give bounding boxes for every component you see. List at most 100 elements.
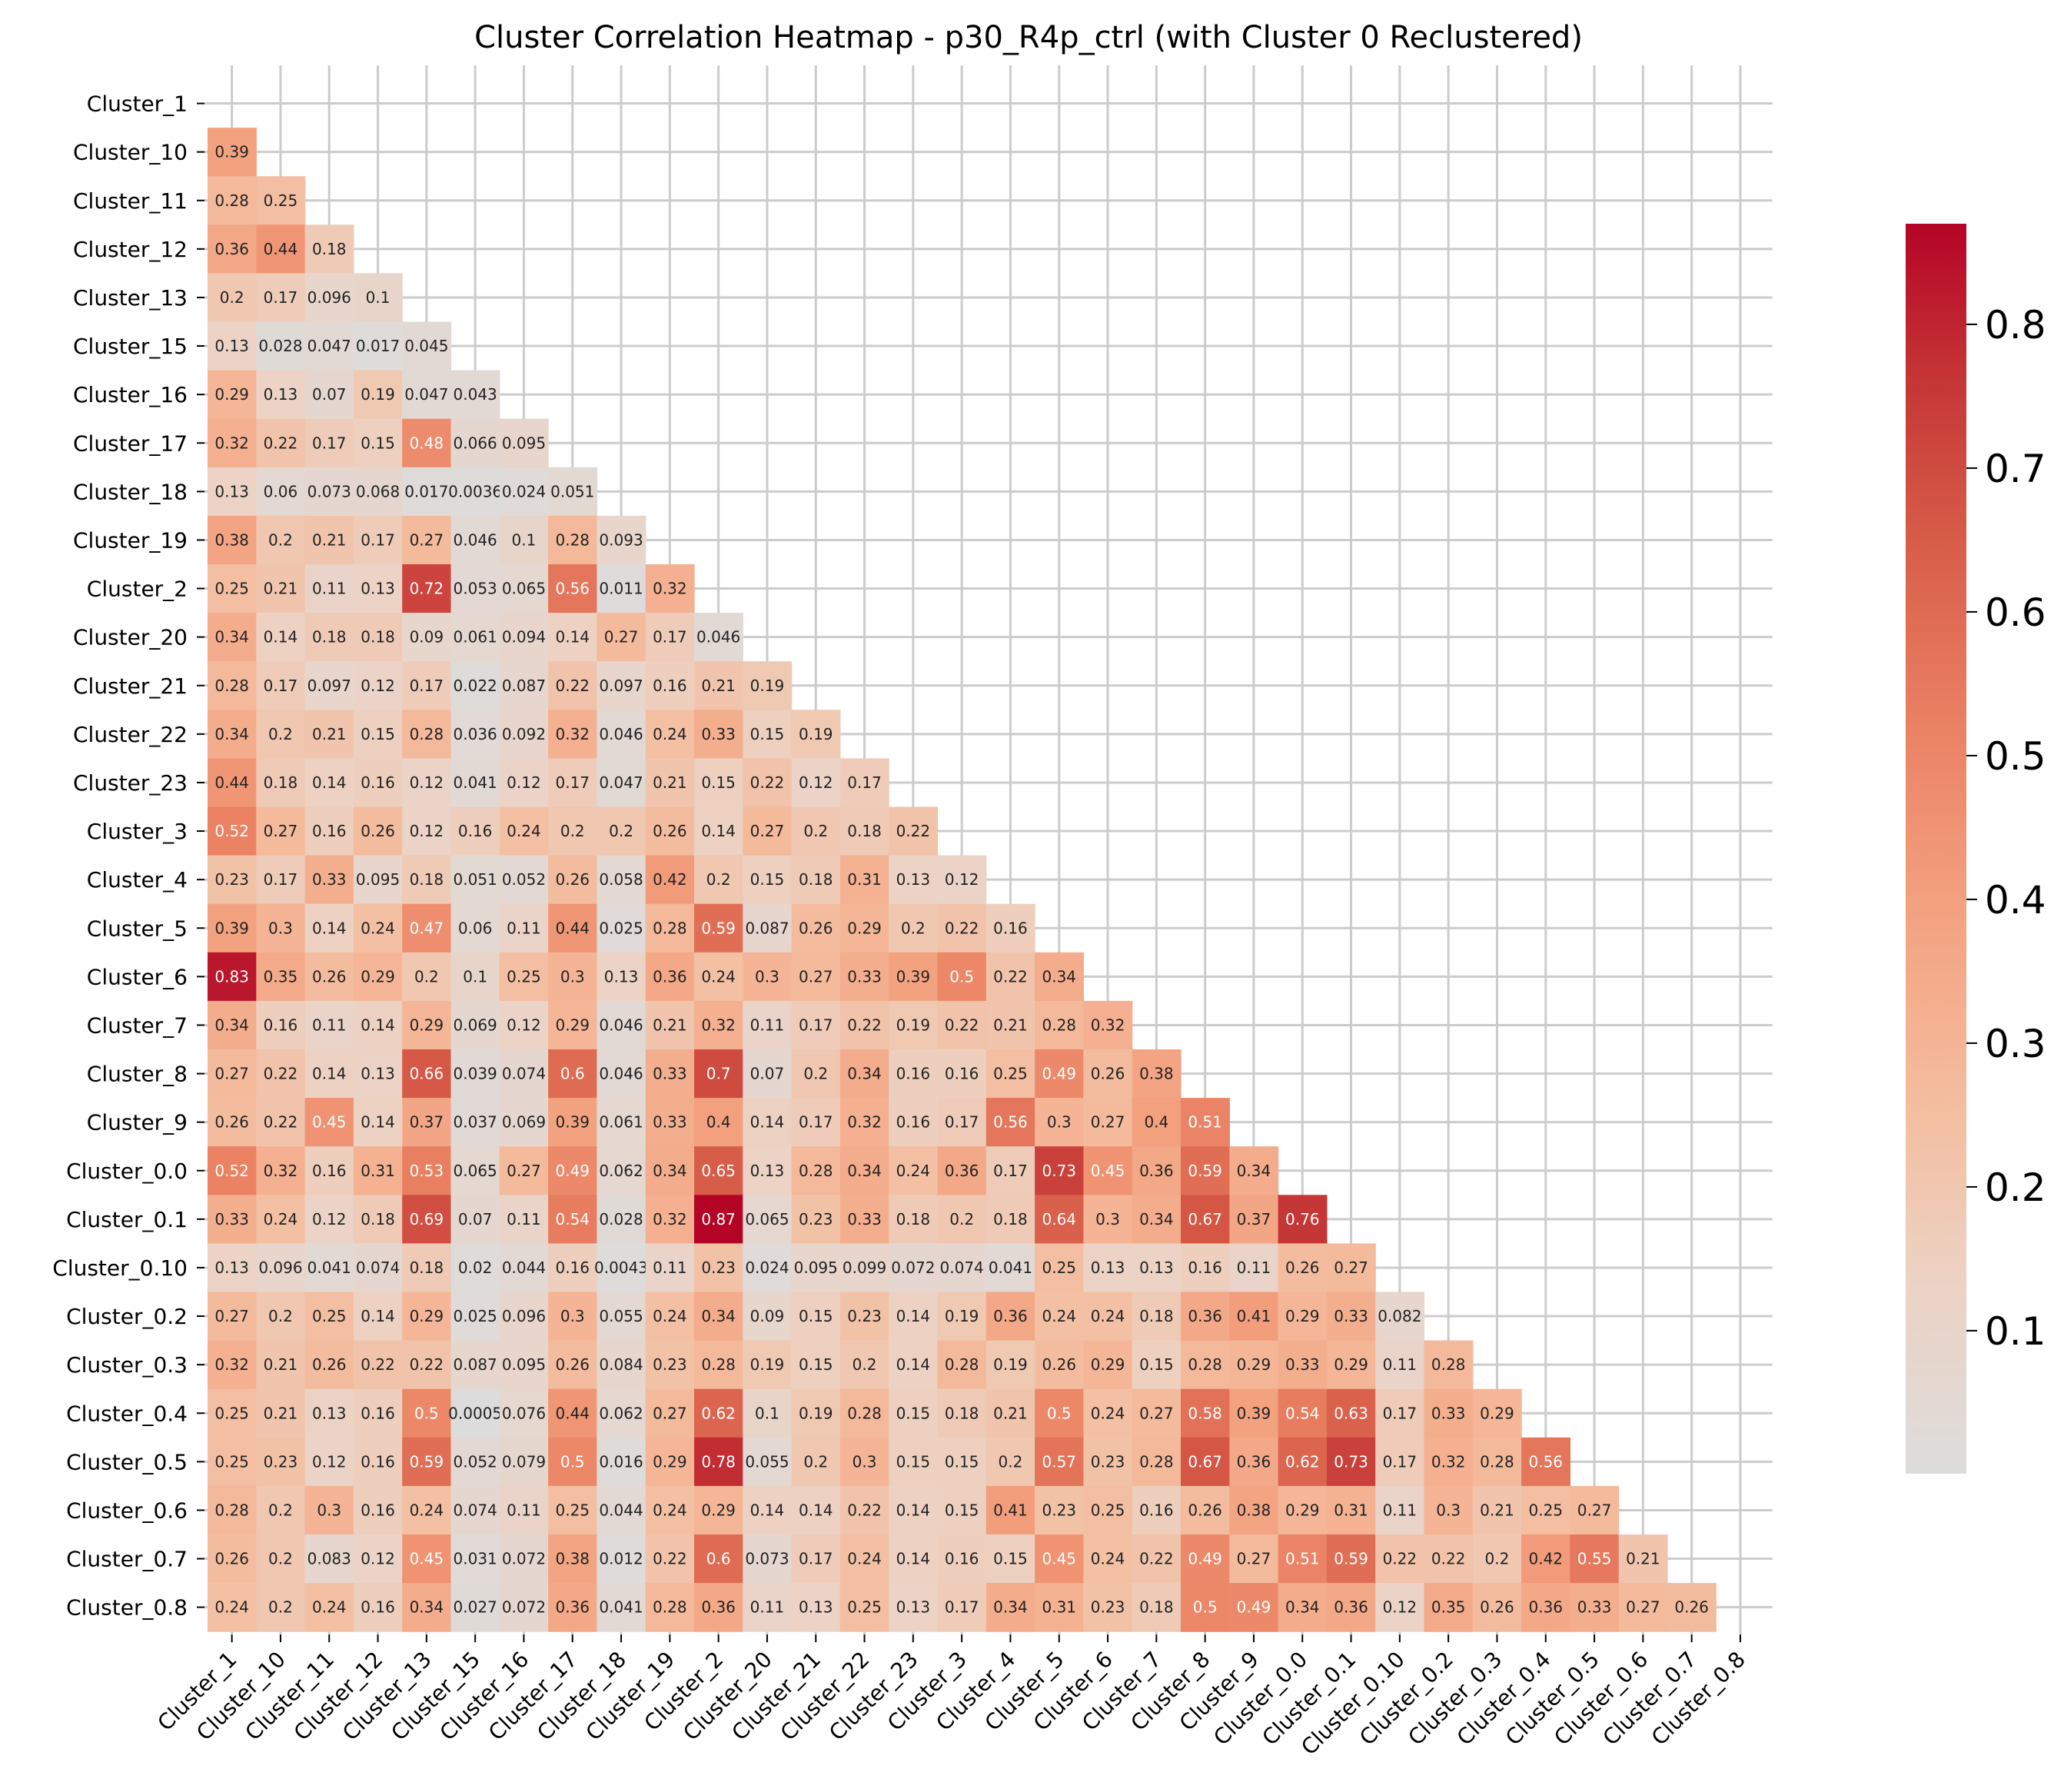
heatmap-cell bbox=[353, 952, 403, 1002]
cell-value-label: 0.21 bbox=[312, 725, 347, 743]
cell-value-label: 0.29 bbox=[410, 1016, 444, 1034]
cell-value-label: 0.26 bbox=[1091, 1065, 1125, 1083]
heatmap-cell bbox=[1326, 1243, 1376, 1293]
cell-value-label: 0.49 bbox=[1237, 1598, 1271, 1617]
heatmap-cell bbox=[304, 661, 354, 710]
cell-value-label: 0.22 bbox=[264, 1065, 298, 1083]
heatmap-cell bbox=[450, 467, 500, 517]
cell-value-label: 0.062 bbox=[599, 1404, 643, 1422]
heatmap-cell bbox=[499, 467, 549, 517]
heatmap-cell bbox=[791, 1534, 841, 1584]
heatmap-cell bbox=[694, 1146, 743, 1195]
cell-value-label: 0.29 bbox=[555, 1016, 590, 1034]
cell-value-label: 0.49 bbox=[555, 1162, 590, 1180]
cell-value-label: 0.18 bbox=[799, 870, 833, 889]
heatmap-cell bbox=[839, 1195, 889, 1244]
heatmap-cell bbox=[256, 710, 306, 759]
cell-value-label: 0.13 bbox=[896, 1598, 931, 1617]
heatmap-cell bbox=[450, 1049, 500, 1099]
cell-value-label: 0.34 bbox=[214, 1016, 249, 1034]
heatmap-cell bbox=[450, 1340, 500, 1390]
heatmap-cell bbox=[402, 855, 452, 905]
heatmap-cell bbox=[402, 1195, 452, 1244]
cell-value-label: 0.092 bbox=[502, 725, 546, 743]
heatmap-cell bbox=[208, 515, 257, 565]
cell-value-label: 0.27 bbox=[1237, 1550, 1271, 1568]
heatmap-cell bbox=[208, 710, 257, 759]
heatmap-cell bbox=[548, 1534, 597, 1584]
cell-value-label: 0.34 bbox=[1285, 1598, 1320, 1617]
heatmap-cell bbox=[791, 1195, 841, 1244]
cell-value-label: 0.22 bbox=[993, 967, 1028, 986]
heatmap-cell bbox=[889, 1583, 939, 1632]
heatmap-cell bbox=[1035, 1534, 1084, 1584]
y-tick-label: Cluster_19 bbox=[73, 527, 188, 553]
heatmap-cell bbox=[597, 1000, 646, 1050]
heatmap-cell bbox=[889, 1292, 939, 1342]
cell-value-label: 0.15 bbox=[701, 773, 736, 792]
cell-value-label: 0.12 bbox=[410, 822, 444, 840]
heatmap-cell bbox=[402, 564, 452, 613]
cell-value-label: 0.21 bbox=[312, 530, 347, 549]
cell-value-label: 0.17 bbox=[264, 677, 298, 695]
heatmap-cell bbox=[937, 1437, 987, 1487]
heatmap-cell bbox=[402, 710, 452, 759]
cell-value-label: 0.17 bbox=[361, 530, 395, 549]
heatmap-cell bbox=[1229, 1437, 1279, 1487]
heatmap-cell bbox=[743, 1534, 793, 1584]
heatmap-cell bbox=[985, 1195, 1035, 1244]
y-tick-label: Cluster_16 bbox=[73, 382, 188, 407]
heatmap-cell bbox=[304, 710, 354, 759]
cell-value-label: 0.26 bbox=[1674, 1598, 1709, 1617]
heatmap-cell bbox=[1278, 1292, 1328, 1342]
heatmap-cell bbox=[450, 613, 500, 662]
cell-value-label: 0.18 bbox=[312, 240, 347, 258]
heatmap-cell bbox=[889, 1098, 939, 1147]
heatmap-cell bbox=[450, 564, 500, 613]
heatmap-cell bbox=[402, 1146, 452, 1195]
cell-value-label: 0.044 bbox=[502, 1258, 546, 1277]
heatmap-cell bbox=[791, 1049, 841, 1099]
cell-value-label: 0.34 bbox=[701, 1307, 736, 1325]
heatmap-cell bbox=[1278, 1485, 1328, 1535]
cell-value-label: 0.73 bbox=[1042, 1162, 1076, 1180]
cell-value-label: 0.076 bbox=[502, 1404, 546, 1422]
heatmap-cell bbox=[499, 903, 549, 953]
cell-value-label: 0.36 bbox=[1528, 1598, 1563, 1617]
cell-value-label: 0.16 bbox=[1139, 1501, 1174, 1519]
cell-value-label: 0.26 bbox=[312, 1355, 347, 1374]
heatmap-cell bbox=[1181, 1583, 1230, 1632]
heatmap-cell bbox=[743, 1195, 793, 1244]
heatmap-cell bbox=[937, 903, 987, 953]
cell-value-label: 0.23 bbox=[1042, 1501, 1076, 1519]
heatmap-cell bbox=[353, 903, 403, 953]
heatmap-cell bbox=[1375, 1292, 1425, 1342]
cell-value-label: 0.13 bbox=[264, 385, 298, 404]
cell-value-label: 0.18 bbox=[847, 822, 882, 840]
cell-value-label: 0.096 bbox=[502, 1307, 546, 1325]
heatmap-cell bbox=[839, 903, 889, 953]
cell-value-label: 0.32 bbox=[264, 1162, 298, 1180]
heatmap-cell bbox=[1326, 1437, 1376, 1487]
heatmap-cell bbox=[743, 1437, 793, 1487]
y-tick-label: Cluster_0.5 bbox=[66, 1449, 188, 1474]
heatmap-cell bbox=[1083, 1534, 1133, 1584]
cell-value-label: 0.043 bbox=[454, 385, 497, 404]
heatmap-cell bbox=[1278, 1195, 1328, 1244]
heatmap-cell bbox=[402, 661, 452, 710]
cell-value-label: 0.069 bbox=[454, 1016, 497, 1034]
cell-value-label: 0.16 bbox=[312, 822, 347, 840]
cell-value-label: 0.14 bbox=[750, 1113, 785, 1132]
heatmap-cell bbox=[937, 1243, 987, 1293]
heatmap-cell bbox=[304, 1195, 354, 1244]
heatmap-cell bbox=[499, 855, 549, 905]
heatmap-cell bbox=[937, 855, 987, 905]
heatmap-cell bbox=[256, 176, 306, 225]
cell-value-label: 0.47 bbox=[410, 919, 444, 937]
cell-value-label: 0.36 bbox=[1188, 1307, 1222, 1325]
heatmap-cell bbox=[1132, 1243, 1182, 1293]
heatmap-cell bbox=[256, 903, 306, 953]
heatmap-cell bbox=[256, 1485, 306, 1535]
heatmap-cell bbox=[1181, 1534, 1230, 1584]
heatmap-cell bbox=[791, 1340, 841, 1390]
